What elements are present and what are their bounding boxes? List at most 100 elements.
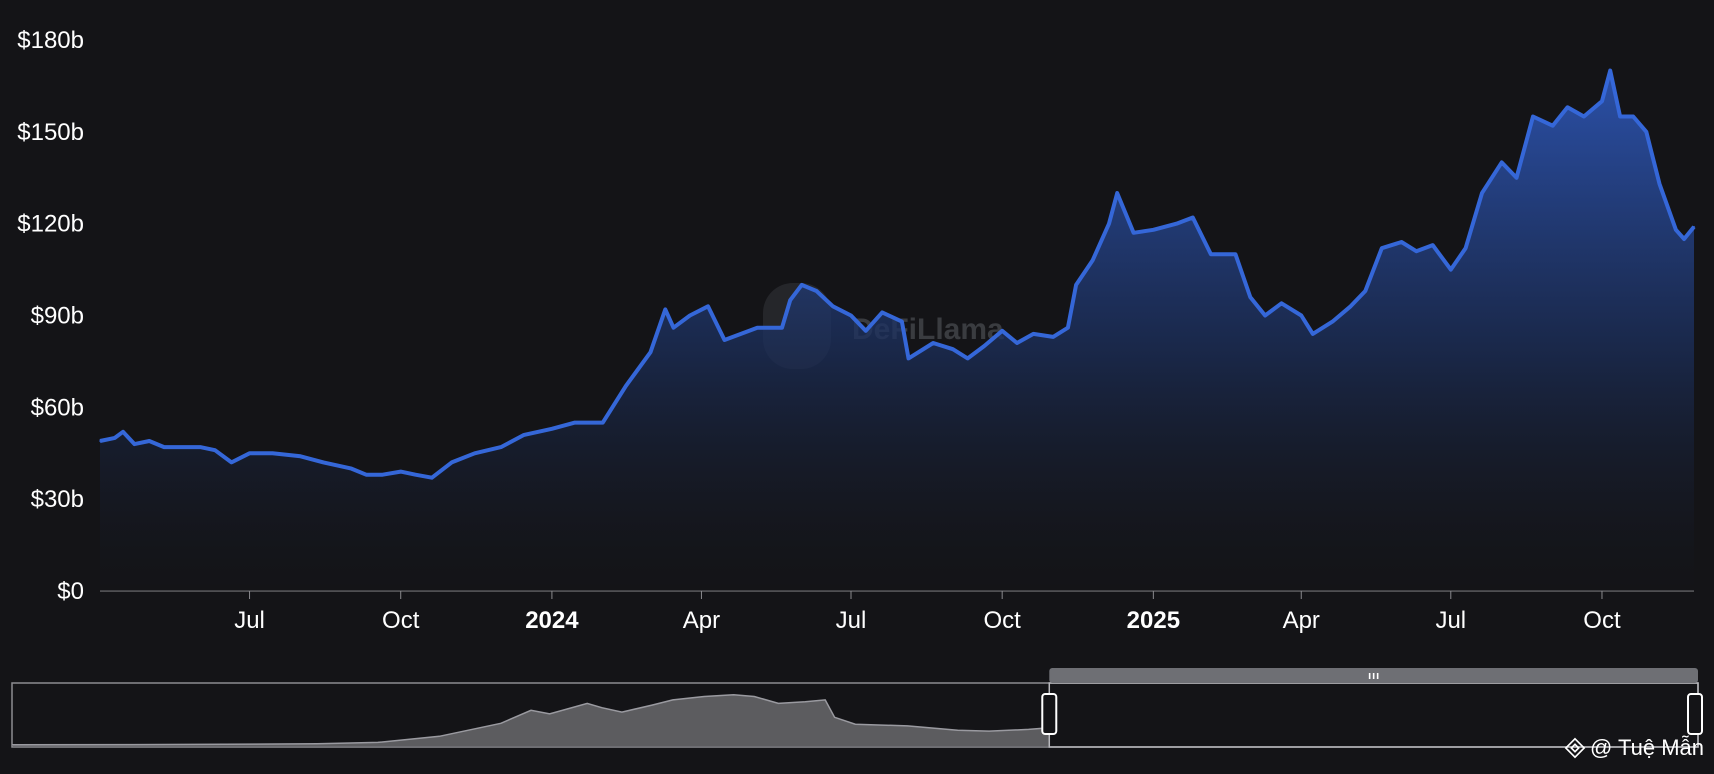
data-point (1632, 115, 1634, 118)
data-point (672, 326, 675, 329)
data-point (907, 357, 910, 360)
y-tick-label: $180b (17, 27, 84, 54)
data-point (122, 431, 124, 433)
x-tick-label: Oct (983, 607, 1021, 634)
data-point (1645, 131, 1648, 133)
x-tick-label: Oct (1583, 607, 1621, 634)
data-point (574, 421, 576, 424)
data-point (800, 284, 803, 286)
data-point (1108, 222, 1110, 225)
data-point (1609, 69, 1611, 72)
data-point (99, 440, 101, 442)
data-point (1016, 342, 1018, 344)
y-tick-label: $120b (17, 211, 84, 238)
author-credit: @ Tuệ Mẫn (1564, 735, 1704, 761)
data-point (756, 326, 759, 329)
data-point (966, 357, 969, 360)
y-tick-label: $0 (57, 578, 84, 605)
y-tick-label: $60b (31, 394, 84, 421)
data-point (1566, 106, 1569, 109)
data-point (148, 440, 151, 442)
data-point (1583, 115, 1585, 118)
x-tick-label: Jul (1435, 607, 1466, 634)
data-point (399, 470, 402, 473)
y-tick-label: $90b (31, 303, 84, 330)
binance-diamond-icon (1564, 737, 1586, 759)
data-point (1364, 290, 1367, 292)
overview-area (12, 694, 1050, 746)
data-point (1132, 232, 1135, 234)
data-point (983, 345, 985, 347)
data-point (1300, 314, 1303, 317)
overview-left-handle[interactable] (1041, 693, 1058, 735)
data-point (365, 473, 368, 476)
data-point (1249, 296, 1252, 298)
data-point (952, 348, 954, 350)
data-point (473, 452, 476, 455)
data-point (199, 446, 202, 448)
data-point (1683, 238, 1685, 240)
data-point (689, 314, 691, 317)
data-point (664, 308, 667, 311)
data-point (1116, 192, 1119, 194)
data-point (901, 320, 903, 323)
overview-line (11, 693, 1050, 746)
data-point (1400, 241, 1403, 243)
data-point (1091, 259, 1094, 262)
data-point (1052, 336, 1054, 338)
data-point (163, 446, 165, 448)
data-point (1067, 326, 1069, 329)
data-point (271, 452, 274, 455)
x-axis: Jul Oct 2024 Apr Jul Oct 2025 Apr Jul Oct (234, 591, 1621, 634)
data-point (1075, 284, 1077, 286)
data-point (214, 449, 216, 451)
data-point (523, 434, 525, 436)
data-point (789, 299, 791, 301)
data-point (1551, 124, 1554, 127)
data-point (551, 427, 553, 430)
data-point (1152, 228, 1155, 231)
data-point (431, 476, 433, 479)
data-point (113, 437, 116, 439)
data-point (864, 330, 867, 332)
data-point (723, 339, 726, 341)
data-point (1191, 216, 1194, 219)
x-tick-label: Jul (234, 607, 265, 634)
data-point (322, 461, 325, 464)
data-point (1331, 320, 1334, 323)
data-point (1500, 161, 1503, 164)
data-point (414, 473, 417, 476)
data-point (1675, 228, 1677, 231)
data-point (1601, 100, 1603, 103)
data-point (832, 305, 834, 308)
credit-text: @ Tuệ Mẫn (1589, 735, 1704, 760)
data-point (1449, 268, 1452, 271)
y-tick-label: $30b (31, 486, 84, 513)
data-point (248, 452, 251, 455)
data-point (450, 461, 453, 464)
data-point (299, 455, 302, 458)
data-point (1415, 250, 1418, 253)
data-point (1532, 115, 1534, 118)
data-point (881, 311, 884, 314)
data-point (850, 314, 852, 317)
data-point (649, 351, 652, 354)
data-point (1619, 115, 1621, 118)
data-point (1001, 330, 1003, 332)
data-point (1349, 305, 1352, 308)
y-axis: $0 $30b $60b $90b $120b $150b $180b (17, 27, 84, 605)
y-tick-label: $150b (17, 119, 84, 146)
x-tick-label: 2024 (525, 607, 579, 634)
data-point (1175, 222, 1178, 225)
data-point (381, 473, 384, 476)
data-point (1464, 247, 1467, 249)
data-point (1210, 253, 1212, 256)
data-point (1032, 333, 1035, 335)
range-overview[interactable] (11, 668, 1703, 748)
data-point (932, 342, 934, 344)
data-point (133, 443, 136, 445)
x-tick-label: 2025 (1127, 607, 1180, 634)
x-tick-label: Jul (836, 607, 867, 634)
overview-right-handle[interactable] (1687, 693, 1703, 735)
